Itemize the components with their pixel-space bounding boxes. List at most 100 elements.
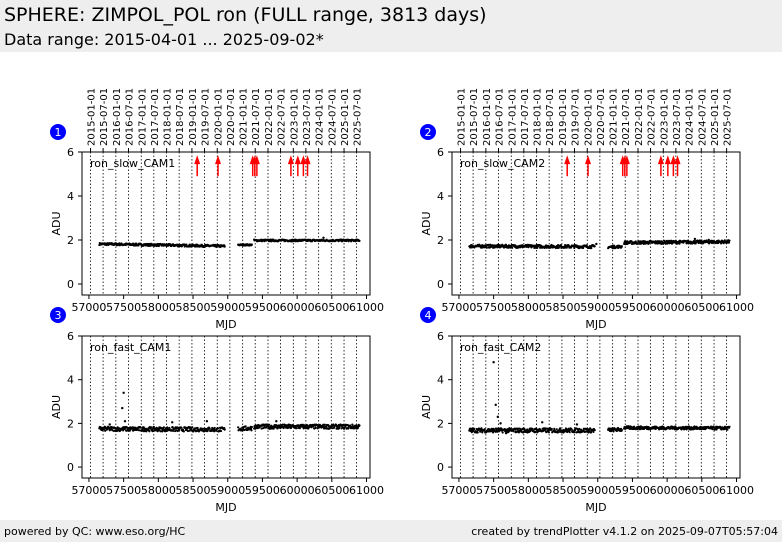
panel-number-badge [50,124,66,140]
data-point [473,427,476,430]
data-point [138,429,141,432]
event-arrow-head [674,155,681,165]
data-point [620,428,623,432]
plots-area: 2015-01-01 2015-07-01 2016-01-01 2016-07-01… [50,88,754,514]
date-tick-label: 2018-01-01 [163,88,174,146]
data-point [547,431,550,434]
y-tick-label: 4 [67,190,74,203]
data-point [550,427,553,431]
data-point [557,430,560,434]
data-point [182,430,185,433]
data-point [476,431,479,434]
date-tick-label: 2024-07-01 [327,88,338,146]
x-tick-label: 61000 [719,301,754,314]
data-point-outlier [595,242,598,246]
y-tick-label: 0 [67,461,74,474]
data-point [727,241,731,244]
plot-frame [81,151,371,296]
data-point [593,428,596,432]
data-point [531,427,534,430]
data-point [589,427,592,430]
date-tick-label: 2022-07-01 [277,88,288,146]
date-tick-label: 2019-01-01 [188,88,199,146]
panel-number-badge [420,307,436,323]
data-point [565,246,568,249]
x-tick-label: 59500 [245,301,280,314]
data-point-outlier [171,421,174,424]
date-tick-label: 2020-07-01 [596,88,607,146]
data-point [491,431,495,434]
data-point [590,246,593,250]
data-point [180,426,183,429]
data-point [570,428,573,431]
date-tick-label: 2021-07-01 [621,88,632,146]
date-tick-label: 2020-01-01 [213,88,224,146]
panel-label: ron_slow_CAM1 [90,157,175,170]
data-point-outlier [707,238,710,242]
data-point [620,245,623,248]
y-tick-label: 4 [437,374,444,387]
data-point [615,429,618,433]
event-arrow-head [304,155,311,165]
data-point [636,242,639,246]
x-tick-label: 60500 [314,484,349,497]
x-tick-label: 57000 [71,301,106,314]
data-point-outlier [499,422,502,425]
x-axis-label: MJD [585,318,606,331]
data-point [281,423,284,426]
panel-number-badge [50,307,66,323]
y-tick-label: 2 [437,234,444,247]
y-tick-label: 6 [67,146,74,159]
date-tick-label: 2024-01-01 [315,88,326,146]
data-point [166,426,169,429]
x-tick-label: 59000 [580,301,615,314]
y-tick-label: 4 [67,374,74,387]
data-point [481,431,484,434]
data-point [642,242,646,245]
data-point [99,426,102,429]
y-tick-label: 2 [437,417,444,430]
data-point [526,428,529,431]
data-point [206,429,209,433]
plot-frame [451,151,741,296]
x-tick-label: 60500 [684,484,719,497]
x-tick-label: 57000 [441,484,476,497]
data-point-outlier [693,237,697,241]
x-tick-label: 58000 [141,484,176,497]
y-tick-label: 6 [437,146,444,159]
date-tick-label: 2022-01-01 [264,88,275,146]
data-point [162,426,165,429]
data-point [485,246,488,249]
date-tick-label: 2024-07-01 [697,88,708,146]
event-arrow-head [564,155,571,165]
data-point [223,428,226,431]
date-tick-label: 2016-01-01 [112,88,123,146]
date-tick-label: 2022-01-01 [634,88,645,146]
data-point [336,425,339,428]
data-point [351,423,354,426]
date-tick-label: 2023-07-01 [302,88,313,146]
panel-number: 1 [55,126,62,139]
data-point [559,427,562,430]
x-tick-label: 61000 [719,484,754,497]
x-tick-label: 58500 [176,484,211,497]
data-point [489,430,493,433]
data-point [201,427,205,430]
data-point [322,423,325,426]
x-tick-label: 57500 [476,484,511,497]
data-point [185,243,188,246]
x-tick-label: 58000 [511,301,546,314]
date-tick-label: 2019-07-01 [570,88,581,146]
data-point [491,429,494,432]
data-point [237,426,240,429]
chart-panel-2: 2015-01-01 2015-07-01 2016-01-01 2016-07-01… [420,88,754,331]
data-point [189,426,192,429]
data-point-outlier [121,406,124,410]
data-point [168,426,171,430]
data-point [534,430,537,434]
data-point [711,428,714,431]
x-tick-label: 58500 [546,484,581,497]
plot-frame [81,335,371,479]
